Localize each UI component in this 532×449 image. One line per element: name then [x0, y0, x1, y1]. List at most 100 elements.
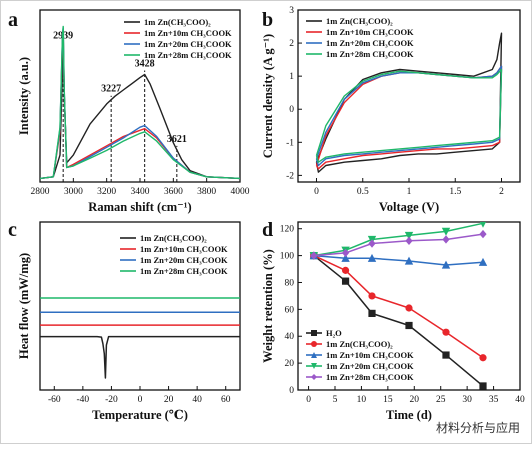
x-tick-label: 3400 — [131, 187, 150, 197]
y-axis-label: Intensity (a.u.) — [17, 57, 31, 135]
x-tick-label: 3600 — [164, 187, 183, 197]
legend-marker — [311, 374, 317, 380]
y-tick-label: 0 — [289, 386, 294, 396]
legend-label: 1m Zn(CH₃COO)₂ — [326, 339, 393, 349]
y-axis-label: Weight retention (%) — [261, 249, 275, 363]
series-group — [315, 32, 503, 173]
series-line — [40, 45, 240, 180]
x-tick-label: 1.5 — [449, 187, 461, 197]
series-line — [315, 68, 503, 163]
legend-label: 1m Zn+20m CH₃COOK — [326, 38, 414, 48]
x-tick-label: 5 — [333, 395, 338, 405]
data-point — [479, 222, 487, 228]
x-tick-label: 20 — [164, 395, 174, 405]
data-point — [404, 256, 414, 265]
data-point — [405, 304, 413, 312]
x-tick-label: 3200 — [97, 187, 116, 197]
legend-label: 1m Zn+28m CH₃COOK — [326, 372, 414, 382]
peak-label: 3227 — [101, 84, 121, 95]
x-tick-label: 3000 — [64, 187, 83, 197]
data-point — [404, 231, 414, 240]
y-tick-label: 40 — [285, 332, 295, 342]
legend-marker — [311, 330, 317, 336]
y-tick-label: 3 — [289, 6, 294, 16]
data-point — [341, 277, 350, 285]
series-line — [315, 32, 503, 173]
y-tick-label: 120 — [280, 225, 295, 235]
x-tick-label: 2800 — [31, 187, 50, 197]
x-tick-label: 1 — [407, 187, 412, 197]
x-tick-label: 2 — [499, 187, 504, 197]
data-point — [478, 257, 488, 266]
x-tick-label: 0 — [314, 187, 319, 197]
legend-label: 1m Zn+10m CH₃COOK — [326, 27, 414, 37]
y-tick-label: -1 — [286, 138, 294, 148]
data-point — [341, 266, 350, 274]
series-line — [313, 222, 484, 257]
data-point — [441, 227, 451, 236]
legend-label: 1m Zn(CH₃COO)₂ — [140, 233, 207, 243]
x-tick-label: 3800 — [197, 187, 216, 197]
panel-c: c -60 -40 -20 0 20 40 60 Temperature (℃) Heat flo… — [8, 219, 241, 422]
legend-label: 1m Zn+28m CH₃COOK — [140, 266, 228, 276]
panel-label-b: b — [262, 9, 273, 31]
x-tick-label: 10 — [357, 395, 367, 405]
legend-label: 1m Zn+28m CH₃COOK — [144, 50, 232, 60]
y-axis-label: Heat flow (mW/mg) — [17, 253, 31, 359]
data-point — [479, 354, 487, 362]
panel-d: d 0 5 10 15 20 25 30 35 40 0 20 40 60 80 100 120 Time (d)… — [261, 219, 525, 422]
y-tick-label: 80 — [285, 278, 295, 288]
legend-label: 1m Zn(CH₃COO)₂ — [326, 16, 393, 26]
y-tick-label: 20 — [285, 359, 295, 369]
legend-marker — [311, 352, 317, 358]
x-axis-label: Temperature (℃) — [92, 408, 188, 422]
series-group — [309, 222, 488, 390]
y-tick-label: 0 — [289, 105, 294, 115]
x-axis-label: Raman shift (cm⁻¹) — [88, 200, 191, 214]
legend-label: H₂O — [326, 328, 342, 338]
data-point — [405, 236, 413, 246]
x-tick-label: 35 — [489, 395, 499, 405]
x-tick-label: -60 — [48, 395, 61, 405]
data-point — [405, 321, 413, 330]
peak-label: 3621 — [167, 134, 187, 145]
y-tick-label: 100 — [280, 252, 295, 262]
data-point — [442, 351, 450, 359]
data-point — [367, 253, 377, 262]
legend-label: 1m Zn+10m CH₃COOK — [140, 244, 228, 254]
legend-label: 1m Zn+10m CH₃COOK — [326, 350, 414, 360]
data-point — [442, 235, 450, 244]
axes-box — [297, 221, 521, 391]
panel-label-a: a — [8, 9, 18, 31]
data-point — [442, 328, 450, 336]
legend-label: 1m Zn+28m CH₃COOK — [326, 49, 414, 59]
data-point — [441, 260, 451, 269]
data-point — [310, 251, 318, 260]
series-line — [313, 255, 484, 387]
panel-label-d: d — [262, 219, 273, 241]
x-tick-label: 4000 — [231, 187, 250, 197]
data-point — [368, 292, 376, 300]
data-point — [341, 253, 350, 262]
legend-label: 1m Zn+20m CH₃COOK — [326, 361, 414, 371]
x-tick-label: 15 — [383, 395, 393, 405]
legend-marker — [311, 341, 317, 347]
x-tick-label: -20 — [105, 395, 118, 405]
series-line — [40, 335, 240, 379]
legend-label: 1m Zn+10m CH₃COOK — [144, 28, 232, 38]
peak-label: 3428 — [135, 58, 155, 69]
data-point — [368, 239, 376, 248]
y-axis-label: Current density (A g⁻¹) — [261, 34, 275, 158]
x-tick-label: 20 — [410, 395, 420, 405]
series-line — [313, 233, 484, 257]
y-tick-label: 2 — [289, 39, 294, 49]
x-tick-label: 0.5 — [357, 187, 369, 197]
x-tick-label: 40 — [192, 395, 202, 405]
legend-label: 1m Zn+20m CH₃COOK — [144, 39, 232, 49]
x-tick-label: 60 — [221, 395, 231, 405]
